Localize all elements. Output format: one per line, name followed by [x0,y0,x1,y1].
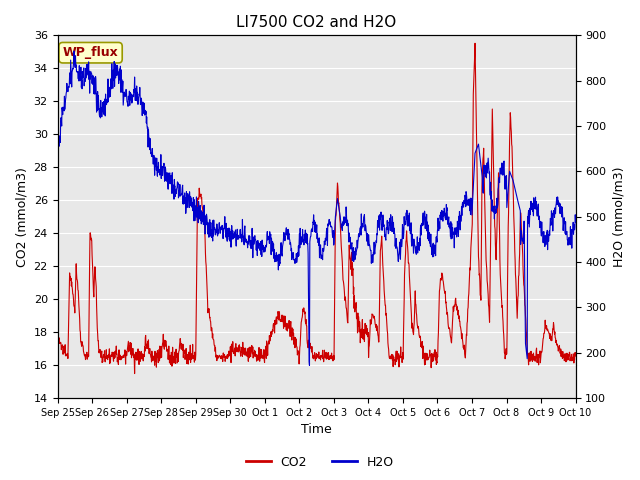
H2O [70,48,78,54]
CO2 [285,323,292,328]
H2O [294,250,301,255]
CO2 [131,371,138,376]
Title: LI7500 CO2 and H2O: LI7500 CO2 and H2O [236,15,397,30]
Line: CO2: CO2 [58,43,575,373]
Text: WP_flux: WP_flux [63,46,118,59]
H2O [54,149,61,155]
CO2 [349,267,356,273]
CO2 [572,350,579,356]
CO2 [94,330,102,336]
X-axis label: Time: Time [301,423,332,436]
CO2 [54,338,61,344]
CO2 [115,351,122,357]
H2O [306,362,314,368]
Y-axis label: H2O (mmol/m3): H2O (mmol/m3) [612,167,625,267]
CO2 [471,40,479,46]
H2O [285,227,292,232]
CO2 [294,350,301,356]
CO2 [274,315,282,321]
Y-axis label: CO2 (mmol/m3): CO2 (mmol/m3) [15,167,28,266]
H2O [94,107,102,113]
H2O [115,69,123,75]
Line: H2O: H2O [58,51,575,365]
H2O [572,219,579,225]
H2O [349,249,357,254]
H2O [274,256,282,262]
Legend: CO2, H2O: CO2, H2O [241,451,399,474]
